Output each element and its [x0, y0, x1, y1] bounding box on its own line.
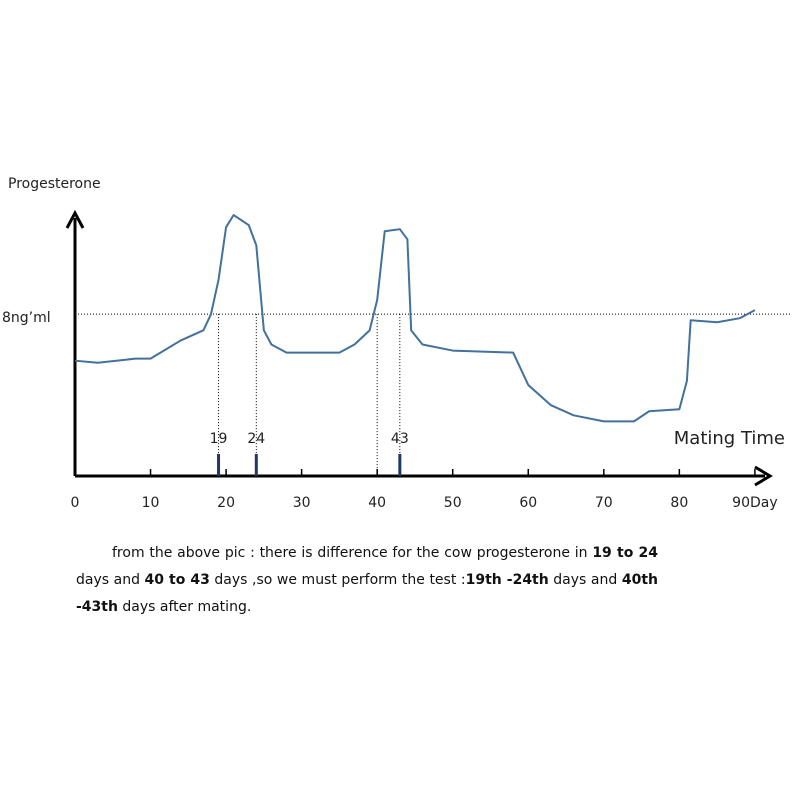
line	[74, 214, 756, 423]
y-tick-label: 8ng’ml	[2, 310, 51, 326]
text-run: 40 to 43	[144, 572, 210, 588]
x-tick-label: 20	[217, 495, 235, 511]
text-run: days and	[76, 572, 145, 588]
chart: Progesterone Mating Time 0 10 20 30 40 50 60 70…	[2, 176, 790, 511]
x-tick-label: 50	[444, 495, 462, 511]
x-tick-label: 70	[595, 495, 613, 511]
x-arrow	[754, 465, 773, 487]
x-tick-label: 10	[142, 495, 160, 511]
x-tick-label: 90Day	[732, 495, 777, 511]
text-run: 19th -24th	[465, 572, 549, 588]
y-label: Progesterone	[8, 176, 101, 192]
y-arrow	[65, 209, 85, 229]
paragraph: from the above pic : there is difference…	[76, 540, 658, 621]
marker	[217, 454, 221, 476]
marker-label: 19	[210, 431, 228, 447]
annotation: Mating Time	[674, 428, 785, 449]
text-run: days ,so we must perform the test :	[209, 572, 466, 588]
text-run: days after mating.	[117, 599, 252, 615]
x-tick-label: 30	[293, 495, 311, 511]
marker-label: 43	[391, 431, 409, 447]
text-run: 40th -43th	[76, 572, 658, 615]
x-tick-label: 60	[519, 495, 537, 511]
text-run: from the above pic : there is difference…	[112, 545, 593, 561]
text-run: 19 to 24	[592, 545, 658, 561]
marker-label: 24	[247, 431, 265, 447]
x-tick-label: 40	[368, 495, 386, 511]
x-tick-label: 0	[71, 495, 80, 511]
x-tick-label: 80	[670, 495, 688, 511]
text-run: days and	[548, 572, 622, 588]
marker	[254, 454, 258, 476]
marker	[398, 454, 402, 476]
